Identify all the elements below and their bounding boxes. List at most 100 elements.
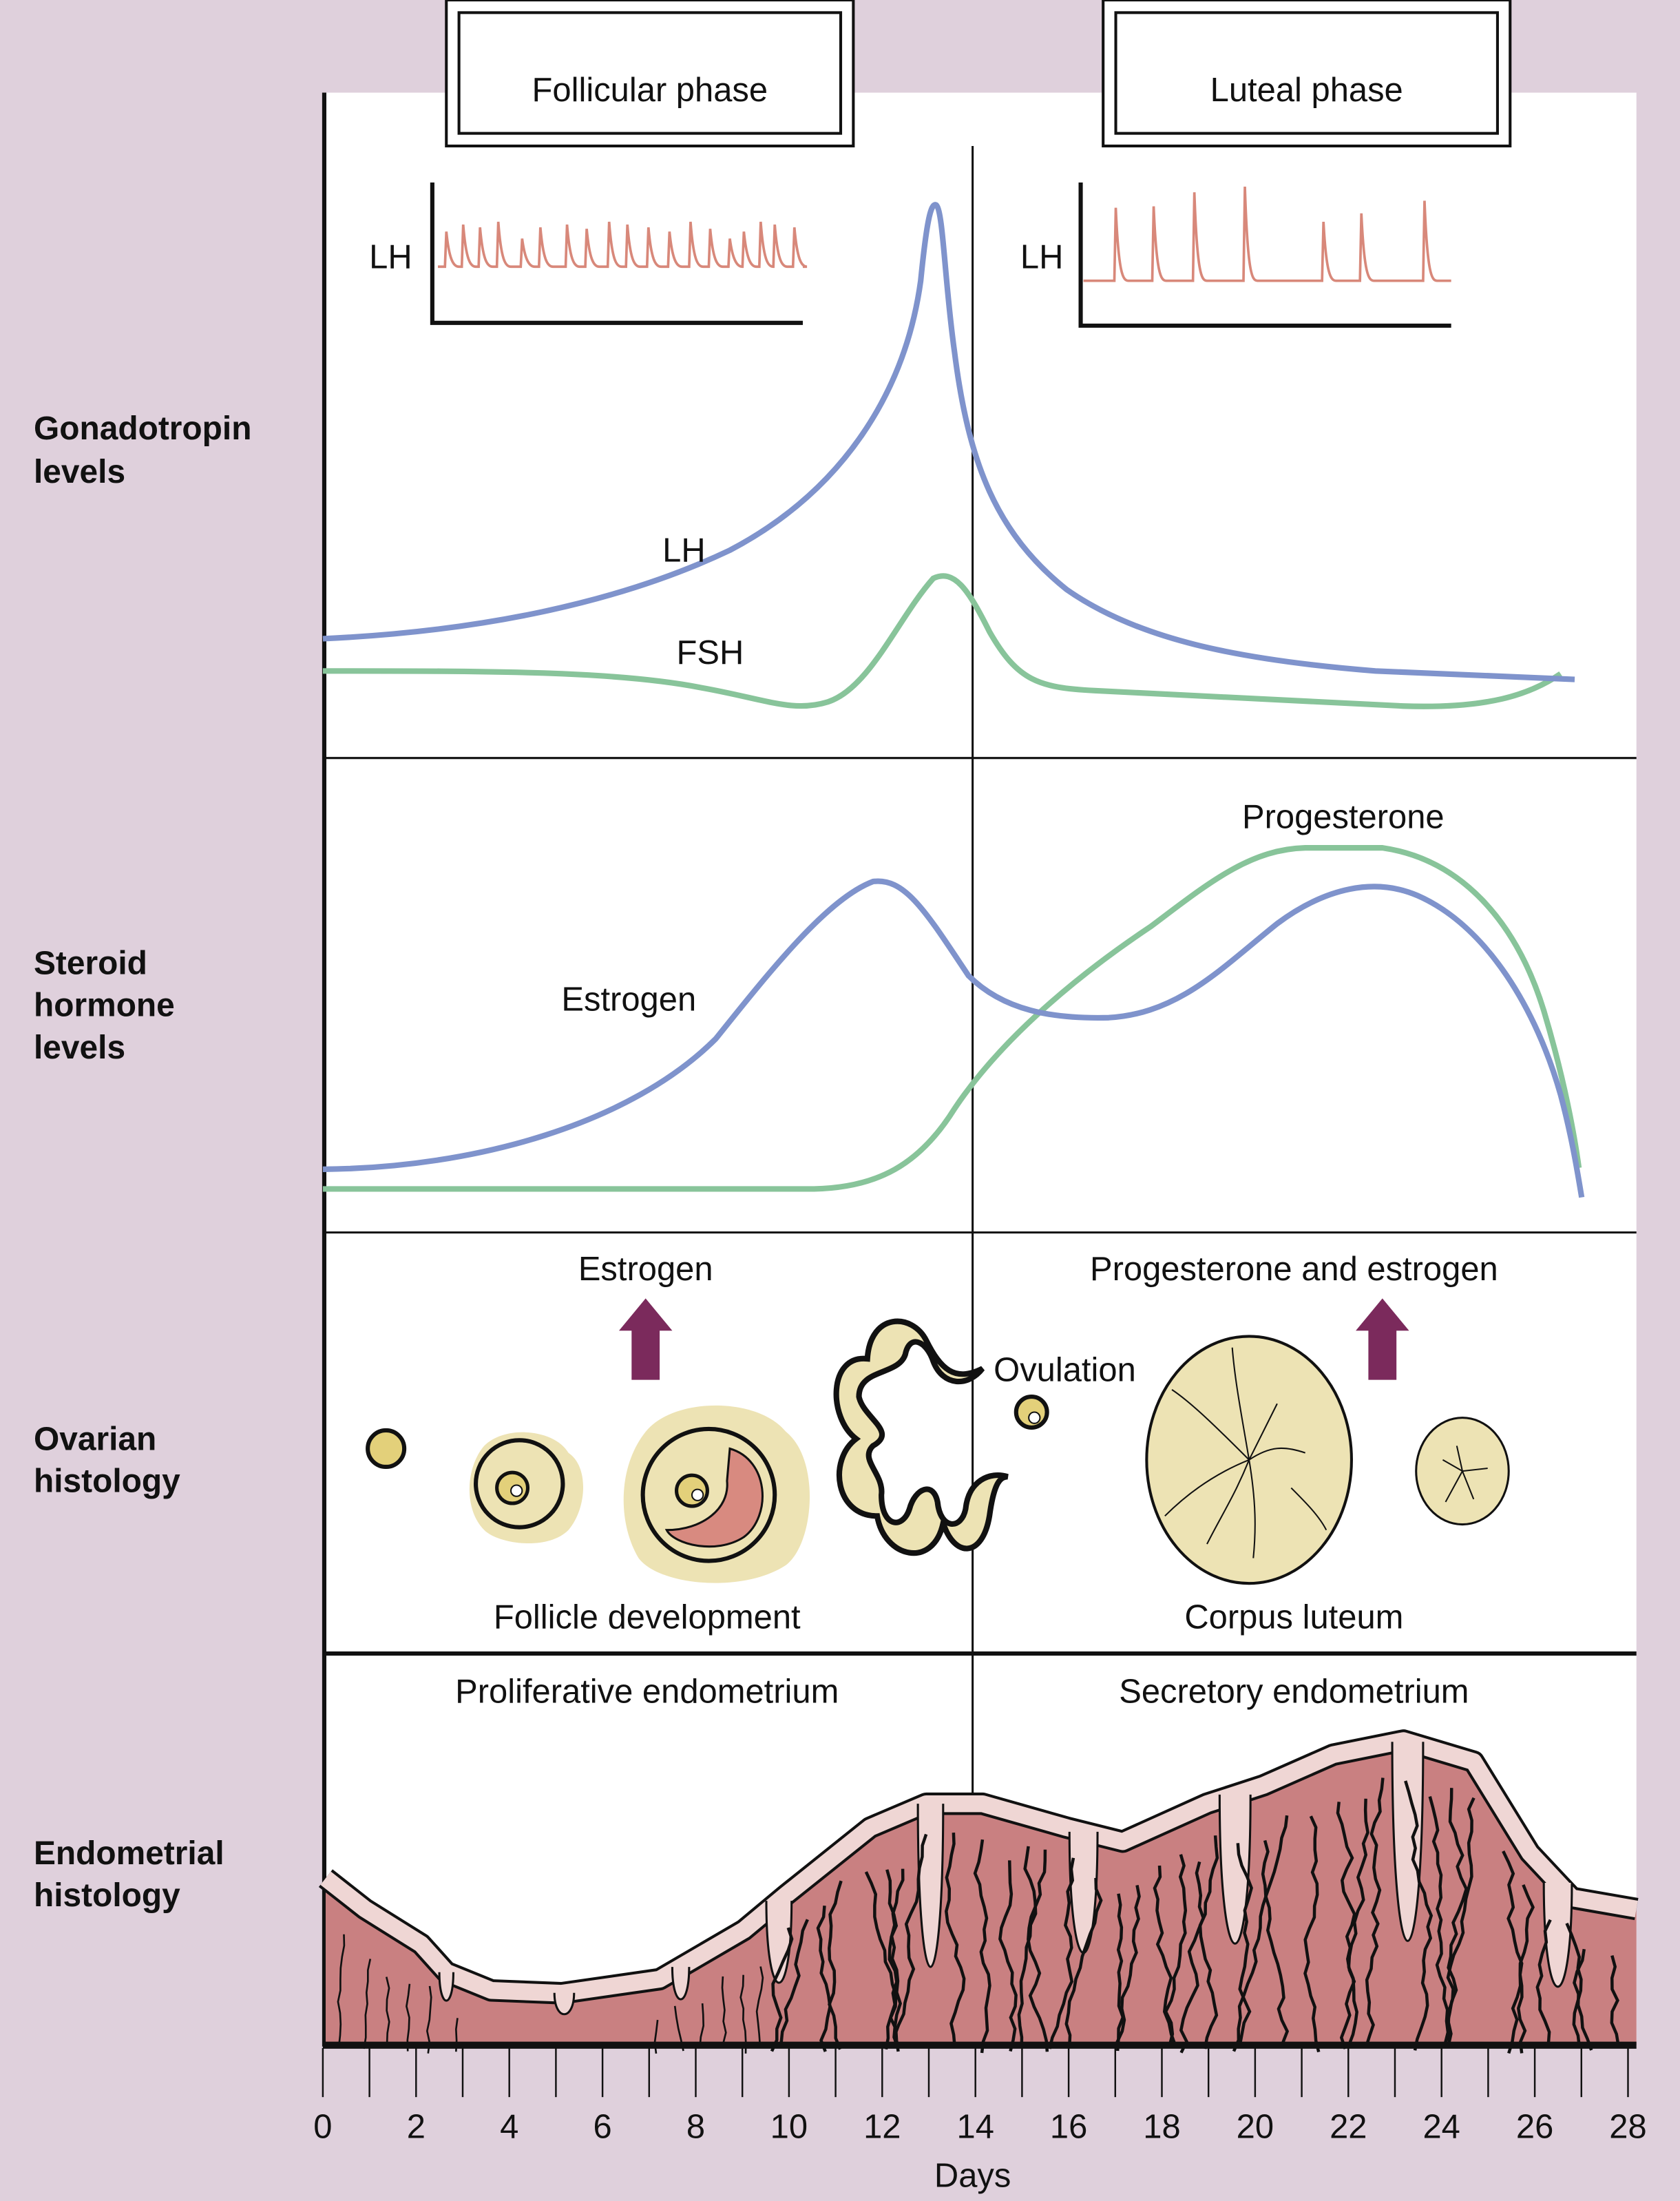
- tick-label: 14: [956, 2108, 994, 2145]
- secretory-endometrium-label: Secretory endometrium: [1119, 1673, 1469, 1710]
- endometrial-gland: [385, 1976, 390, 2045]
- row-label-gonadotropin: Gonadotropin levels: [34, 410, 251, 490]
- arrow-up-icon: [1356, 1298, 1409, 1380]
- endometrial-crypt: [1218, 1794, 1252, 1945]
- estrogen-label: Estrogen: [561, 981, 696, 1019]
- endometrial-gland: [892, 1833, 928, 2048]
- endometrial-gland: [1064, 1877, 1103, 2047]
- ruptured-follicle: [833, 1318, 1009, 1556]
- ovulation-label: Ovulation: [994, 1352, 1136, 1389]
- endometrial-gland: [1502, 1850, 1524, 2054]
- row-label-line: histology: [34, 1463, 180, 1500]
- endometrial-gland: [1017, 1846, 1038, 2049]
- corpus-albicans: [1415, 1417, 1510, 1526]
- endometrium-surface: [320, 1732, 1638, 2002]
- endometrial-gland: [1179, 1861, 1206, 2054]
- tick-label: 22: [1330, 2108, 1367, 2145]
- endometrial-gland: [864, 1871, 900, 2052]
- endometrial-crypt: [438, 1972, 454, 2002]
- tick-label: 6: [593, 2108, 611, 2145]
- endometrial-gland: [1336, 1802, 1356, 2049]
- corpus-luteum: [1145, 1335, 1353, 1585]
- row-label-line: levels: [34, 454, 125, 490]
- inset-lh-label: LH: [1020, 238, 1064, 275]
- tick-label: 10: [770, 2108, 808, 2145]
- tick-label: 8: [686, 2108, 705, 2145]
- corpus-luteum-label: Corpus luteum: [1184, 1598, 1403, 1636]
- fsh-curve: [322, 573, 1562, 709]
- endometrial-gland: [973, 1839, 991, 2054]
- endometrial-gland: [1535, 1919, 1552, 2044]
- tick-label: 20: [1237, 2108, 1274, 2145]
- arrow-up-icon: [618, 1298, 673, 1380]
- endometrial-gland: [1303, 1815, 1321, 2053]
- follicle-development-label: Follicle development: [494, 1598, 801, 1636]
- endometrial-gland: [1446, 1797, 1476, 2045]
- estrogen-curve: [322, 878, 1585, 1198]
- progesterone-and-estrogen-label: Progesterone and estrogen: [1090, 1251, 1498, 1288]
- tick-label: 18: [1143, 2108, 1180, 2145]
- row-label-line: hormone: [34, 988, 175, 1024]
- endometrial-gland: [1115, 1885, 1141, 2043]
- row-label-line: Gonadotropin: [34, 410, 251, 447]
- endometrial-gland: [406, 1983, 411, 2052]
- endometrial-gland: [884, 1869, 899, 2050]
- endometrial-gland: [770, 1927, 794, 2052]
- endometrial-gland: [1198, 1835, 1219, 2049]
- endometrial-gland: [755, 1966, 764, 2045]
- row-label-line: Steroid: [34, 946, 147, 982]
- row-label-endometrial: Endometrial histology: [34, 1835, 224, 1914]
- endometrial-gland: [739, 1974, 747, 2054]
- lh-pulse-inset-follicular: LH: [369, 182, 808, 325]
- proliferative-endometrium-label: Proliferative endometrium: [455, 1673, 839, 1710]
- endometrial-gland: [1236, 1843, 1253, 2046]
- lh-pulse-inset-luteal: LH: [1020, 182, 1451, 328]
- endometrial-gland: [363, 1959, 372, 2049]
- row-label-ovarian: Ovarian histology: [34, 1421, 180, 1500]
- endometrial-crypt: [553, 1992, 576, 2016]
- endometrial-gland: [779, 1919, 809, 2043]
- endometrial-gland: [998, 1860, 1018, 2052]
- progesterone-curve: [322, 845, 1582, 1192]
- endometrial-gland: [890, 1868, 905, 2049]
- lh-pulses-follicular: [438, 221, 808, 269]
- antral-follicle: [623, 1405, 810, 1583]
- row-label-steroid: Steroid hormone levels: [34, 946, 175, 1066]
- row-label-line: Ovarian: [34, 1421, 156, 1458]
- endometrial-gland: [1428, 1796, 1450, 2044]
- tick-label: 28: [1609, 2108, 1646, 2145]
- progesterone-label: Progesterone: [1242, 799, 1445, 836]
- luteal-phase-box: Luteal phase: [1102, 0, 1512, 148]
- endometrial-gland: [337, 1934, 346, 2047]
- endometrial-gland: [1404, 1780, 1434, 2051]
- lh-pulses-luteal: [1083, 187, 1451, 282]
- ovarian-estrogen-label: Estrogen: [578, 1251, 713, 1288]
- tick-label: 0: [313, 2108, 332, 2145]
- row-label-line: histology: [34, 1877, 180, 1914]
- row-label-line: Endometrial: [34, 1835, 224, 1872]
- endometrial-gland: [721, 1976, 727, 2045]
- endometrial-gland: [1027, 1849, 1049, 2052]
- endometrial-gland: [1610, 1954, 1620, 2046]
- endometrial-crypt: [1391, 1742, 1425, 1942]
- endometrial-gland: [1261, 1839, 1290, 2043]
- tick-label: 2: [407, 2108, 426, 2145]
- endometrial-gland: [945, 1833, 966, 2047]
- secondary-follicle: [469, 1432, 584, 1544]
- x-axis-label: Days: [934, 2158, 1011, 2195]
- endometrial-crypt: [671, 1967, 691, 2001]
- tick-label: 24: [1422, 2108, 1460, 2145]
- tick-label: 4: [500, 2108, 518, 2145]
- endometrial-gland: [1565, 1922, 1583, 2047]
- lh-curve: [322, 202, 1575, 682]
- lh-label: LH: [662, 532, 706, 569]
- endometrial-gland: [699, 2003, 705, 2049]
- endometrial-gland: [828, 1880, 843, 2050]
- endometrial-gland: [1517, 1884, 1535, 2054]
- endometrial-gland: [1164, 1854, 1188, 2046]
- primordial-follicle: [366, 1428, 407, 1470]
- tick-label: 12: [863, 2108, 901, 2145]
- row-label-line: levels: [34, 1030, 125, 1066]
- endometrial-gland: [1232, 1815, 1289, 2052]
